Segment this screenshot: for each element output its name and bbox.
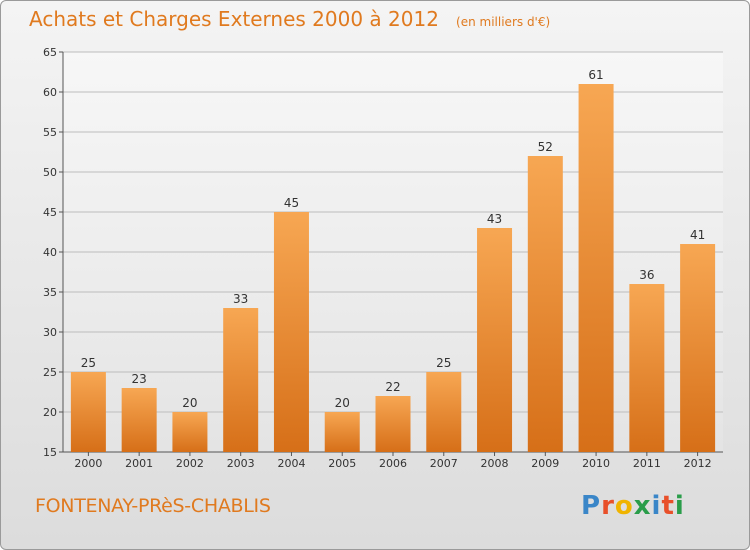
bar-value-label: 25 xyxy=(81,356,96,370)
x-tick-label: 2005 xyxy=(328,457,356,470)
bar-value-label: 36 xyxy=(639,268,654,282)
y-tick-label: 40 xyxy=(43,246,57,259)
y-tick-label: 15 xyxy=(43,446,57,459)
logo-letter: i xyxy=(651,491,662,521)
y-tick-label: 20 xyxy=(43,406,57,419)
bar xyxy=(324,412,360,452)
x-tick-label: 2012 xyxy=(684,457,712,470)
x-tick-label: 2000 xyxy=(74,457,102,470)
bar xyxy=(172,412,208,452)
y-tick-label: 35 xyxy=(43,286,57,299)
bar xyxy=(273,212,309,452)
bar xyxy=(578,84,614,452)
x-tick-label: 2009 xyxy=(531,457,559,470)
title-row: Achats et Charges Externes 2000 à 2012 (… xyxy=(29,7,550,31)
x-tick-label: 2007 xyxy=(430,457,458,470)
bar-value-label: 20 xyxy=(182,396,197,410)
bar-value-label: 45 xyxy=(284,196,299,210)
x-tick-label: 2011 xyxy=(633,457,661,470)
x-tick-label: 2010 xyxy=(582,457,610,470)
bar xyxy=(477,228,513,452)
proxiti-logo[interactable]: Proxiti xyxy=(581,491,685,521)
bar xyxy=(121,388,157,452)
bar-value-label: 20 xyxy=(335,396,350,410)
bar-value-label: 33 xyxy=(233,292,248,306)
y-tick-label: 25 xyxy=(43,366,57,379)
bar xyxy=(426,372,462,452)
logo-letter: t xyxy=(661,491,675,521)
logo-letter: i xyxy=(674,491,685,521)
chart-subtitle: (en milliers d'€) xyxy=(456,15,551,29)
logo-letter: P xyxy=(581,491,602,521)
bar-value-label: 23 xyxy=(132,372,147,386)
chart-title: Achats et Charges Externes 2000 à 2012 xyxy=(29,7,439,31)
bar xyxy=(629,284,665,452)
x-tick-label: 2003 xyxy=(227,457,255,470)
y-tick-label: 65 xyxy=(43,46,57,59)
x-tick-label: 2002 xyxy=(176,457,204,470)
commune-name: FONTENAY-PRèS-CHABLIS xyxy=(35,495,271,517)
y-tick-label: 45 xyxy=(43,206,57,219)
bar-value-label: 41 xyxy=(690,228,705,242)
bar-value-label: 52 xyxy=(538,140,553,154)
bar xyxy=(680,244,716,452)
y-tick-label: 50 xyxy=(43,166,57,179)
y-tick-label: 30 xyxy=(43,326,57,339)
logo-letter: x xyxy=(633,491,652,521)
x-tick-label: 2004 xyxy=(277,457,305,470)
bar-value-label: 22 xyxy=(385,380,400,394)
x-tick-label: 2001 xyxy=(125,457,153,470)
y-tick-label: 55 xyxy=(43,126,57,139)
bar-value-label: 43 xyxy=(487,212,502,226)
bar xyxy=(375,396,411,452)
x-tick-label: 2006 xyxy=(379,457,407,470)
logo-letter: o xyxy=(614,491,634,521)
bar xyxy=(527,156,563,452)
y-tick-label: 60 xyxy=(43,86,57,99)
bar xyxy=(70,372,106,452)
bar xyxy=(223,308,259,452)
bar-value-label: 25 xyxy=(436,356,451,370)
bar-value-label: 61 xyxy=(588,68,603,82)
x-tick-label: 2008 xyxy=(481,457,509,470)
logo-letter: r xyxy=(601,491,615,521)
